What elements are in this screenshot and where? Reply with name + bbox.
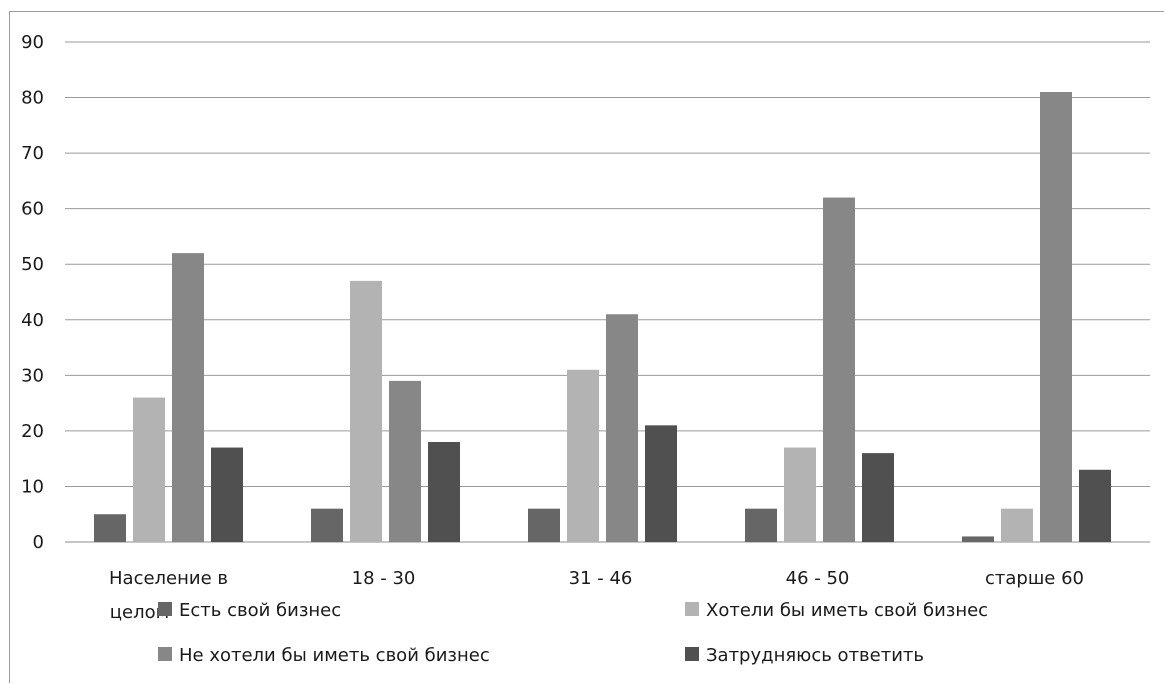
bar [311,508,343,542]
legend-label: Хотели бы иметь свой бизнес [706,600,988,621]
y-tick-label: 80 [21,88,44,109]
bar [172,253,204,542]
y-tick-label: 0 [33,532,44,553]
bar [133,397,165,542]
bar [389,380,421,542]
legend-swatch [685,602,699,616]
y-axis-ticks: 0 10 20 30 40 50 60 70 80 90 [21,32,44,553]
y-tick-label: 30 [21,365,44,386]
bar [211,447,243,542]
legend-swatch [685,647,699,661]
bar [428,442,460,542]
bars [94,92,1111,543]
legend-label: Есть свой бизнес [179,600,341,621]
legend-swatch [158,602,172,616]
x-category-label: старше 60 [985,568,1084,589]
bar [823,197,855,543]
bar [606,314,638,542]
x-category-label: 18 - 30 [352,568,416,589]
bar [94,514,126,542]
x-category-label: Население в целом [109,568,228,623]
bar [1079,469,1111,542]
y-tick-label: 20 [21,421,44,442]
x-axis-categories: Население в целом 18 - 30 31 - 46 46 - 50 ста… [109,568,1084,623]
bar [350,280,382,542]
x-category-label: 46 - 50 [786,568,850,589]
x-category-label: 31 - 46 [569,568,633,589]
bar [962,536,994,542]
y-tick-label: 10 [21,476,44,497]
chart-frame [9,11,1164,683]
bar [1001,508,1033,542]
y-tick-label: 90 [21,32,44,53]
legend-swatch [158,647,172,661]
y-tick-label: 50 [21,254,44,275]
legend: Есть свой бизнес Хотели бы иметь свой биз… [158,600,988,666]
bar [645,425,677,542]
bar [1040,92,1072,542]
legend-label: Не хотели бы иметь свой бизнес [179,645,490,666]
y-tick-label: 40 [21,310,44,331]
y-tick-label: 60 [21,199,44,220]
bar [567,369,599,542]
bar [784,447,816,542]
bar [745,508,777,542]
y-tick-label: 70 [21,143,44,164]
bar [862,453,894,542]
bar [528,508,560,542]
legend-label: Затрудняюсь ответить [706,645,924,666]
